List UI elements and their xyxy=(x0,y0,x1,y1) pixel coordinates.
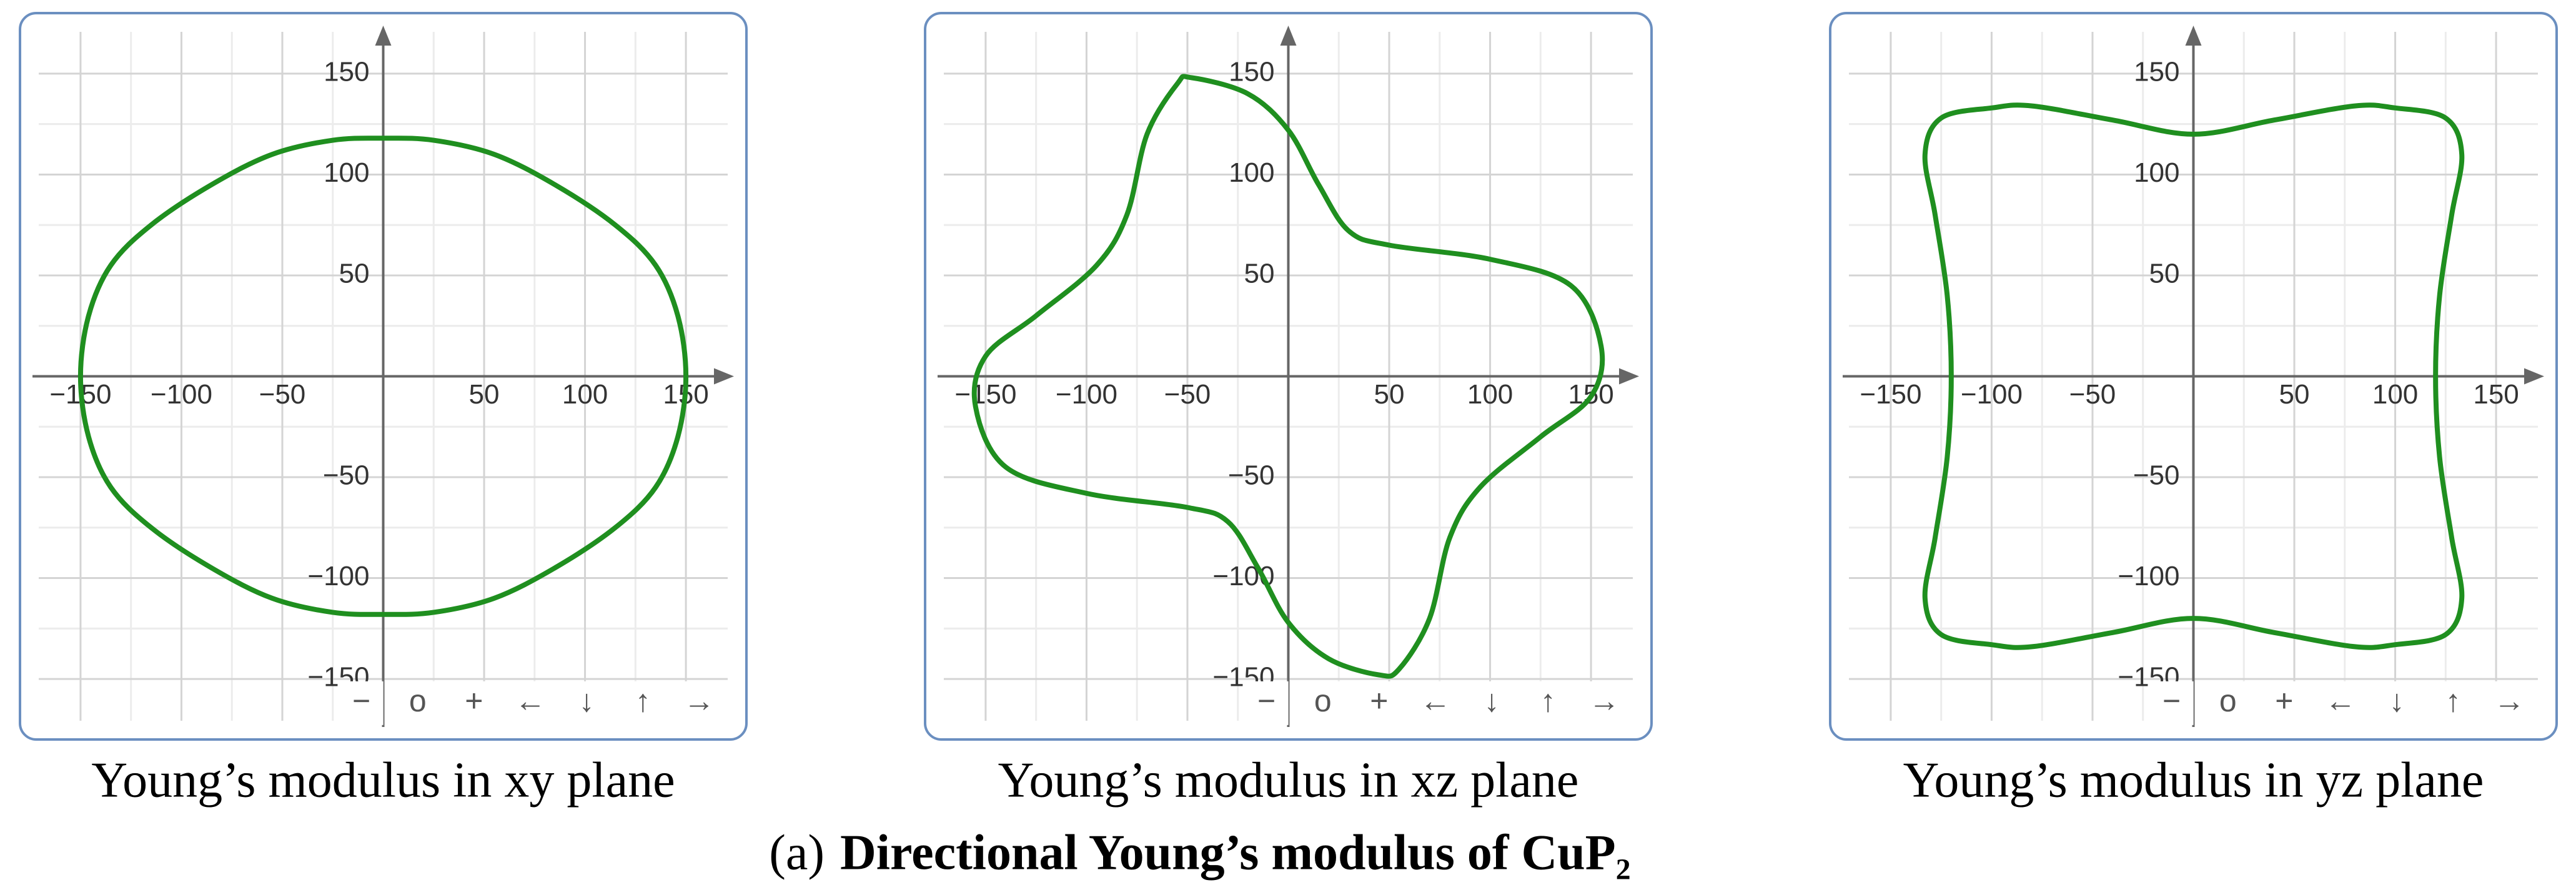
y-tick-label: 100 xyxy=(1229,157,1274,188)
toolbar-button-bg xyxy=(339,681,384,725)
toolbar-button-bg xyxy=(677,681,721,725)
toolbar-button-bg xyxy=(452,681,496,725)
x-axis-arrow xyxy=(714,368,734,385)
curve xyxy=(971,74,1605,679)
curve xyxy=(1922,102,2465,650)
toolbar-button-bg xyxy=(2487,681,2532,725)
toolbar-button[interactable]: + xyxy=(2275,683,2293,718)
toolbar-button-bg xyxy=(621,681,665,725)
y-tick-label: 100 xyxy=(2134,157,2179,188)
toolbar-button-bg xyxy=(1582,681,1627,725)
toolbar-button-bg xyxy=(1300,681,1345,725)
toolbar-button[interactable]: ← xyxy=(515,683,546,718)
y-tick-label: −100 xyxy=(2118,561,2179,591)
toolbar-button[interactable]: ↓ xyxy=(2389,683,2405,718)
curve xyxy=(77,136,689,617)
toolbar-button-bg xyxy=(508,681,553,725)
toolbar-button[interactable]: o xyxy=(409,683,427,718)
y-axis-arrow xyxy=(1280,26,1297,46)
x-tick-label: −100 xyxy=(1961,379,2023,410)
y-tick-label: 150 xyxy=(324,57,369,87)
toolbar-button-bg xyxy=(1414,681,1458,725)
toolbar-button-bg xyxy=(2206,681,2250,725)
y-axis-arrow xyxy=(375,26,392,46)
x-tick-label: 150 xyxy=(2473,379,2519,410)
x-tick-label: −100 xyxy=(1056,379,1117,410)
toolbar-button[interactable]: ← xyxy=(1420,683,1451,718)
toolbar-button[interactable]: − xyxy=(352,683,370,718)
toolbar-button[interactable]: + xyxy=(1370,683,1388,718)
toolbar-button[interactable]: → xyxy=(2494,683,2525,718)
y-tick-label: −50 xyxy=(323,460,370,491)
toolbar-button-bg xyxy=(395,681,440,725)
panel-caption: Young’s modulus in yz plane xyxy=(1903,753,2484,808)
toolbar-button[interactable]: ↑ xyxy=(1540,683,1556,718)
toolbar-button[interactable]: o xyxy=(1314,683,1332,718)
x-tick-label: −150 xyxy=(954,379,1016,410)
y-tick-label: 50 xyxy=(2149,259,2180,289)
toolbar-button-bg xyxy=(2319,681,2363,725)
toolbar-button-bg xyxy=(2149,681,2194,725)
toolbar-button[interactable]: o xyxy=(2219,683,2237,718)
y-tick-label: 150 xyxy=(2134,57,2179,87)
x-tick-label: −50 xyxy=(259,379,306,410)
toolbar-button-bg xyxy=(1244,681,1289,725)
panel-caption: Young’s modulus in xz plane xyxy=(998,753,1579,808)
y-tick-label: −50 xyxy=(2133,460,2180,491)
toolbar-button[interactable]: → xyxy=(1588,683,1620,718)
toolbar-button[interactable]: − xyxy=(2162,683,2181,718)
toolbar-button[interactable]: + xyxy=(465,683,483,718)
x-tick-label: 50 xyxy=(469,379,500,410)
y-tick-label: 50 xyxy=(339,259,370,289)
toolbar-button-bg xyxy=(2262,681,2306,725)
y-tick-label: −50 xyxy=(1228,460,1275,491)
panel-caption: Young’s modulus in xy plane xyxy=(91,753,675,808)
figure-label: (a) xyxy=(769,825,825,880)
figure-title: Directional Young’s modulus of CuP₂ xyxy=(840,825,1631,880)
toolbar-button[interactable]: → xyxy=(683,683,715,718)
y-axis-arrow xyxy=(2185,26,2202,46)
x-axis-arrow xyxy=(2524,368,2544,385)
y-tick-label: 150 xyxy=(1229,57,1274,87)
toolbar-button[interactable]: ↓ xyxy=(579,683,595,718)
x-tick-label: −50 xyxy=(2069,379,2116,410)
toolbar-button-bg xyxy=(1470,681,1514,725)
x-tick-label: 100 xyxy=(562,379,608,410)
y-tick-label: 100 xyxy=(324,157,369,188)
y-tick-label: −100 xyxy=(307,561,369,591)
x-axis-arrow xyxy=(1619,368,1639,385)
toolbar-button-bg xyxy=(1357,681,1401,725)
toolbar-button[interactable]: ↓ xyxy=(1484,683,1500,718)
toolbar-button-bg xyxy=(2375,681,2419,725)
x-tick-label: 50 xyxy=(1374,379,1405,410)
toolbar-button-bg xyxy=(2431,681,2475,725)
toolbar-button[interactable]: ↑ xyxy=(635,683,651,718)
x-tick-label: 100 xyxy=(2372,379,2418,410)
x-tick-label: 100 xyxy=(1467,379,1513,410)
y-tick-label: 50 xyxy=(1244,259,1275,289)
x-tick-label: 50 xyxy=(2279,379,2310,410)
toolbar-button[interactable]: ← xyxy=(2325,683,2356,718)
x-tick-label: −150 xyxy=(1860,379,1921,410)
toolbar-button[interactable]: ↑ xyxy=(2445,683,2461,718)
toolbar-button[interactable]: − xyxy=(1257,683,1276,718)
x-tick-label: −50 xyxy=(1164,379,1211,410)
x-tick-label: −100 xyxy=(151,379,212,410)
toolbar-button-bg xyxy=(565,681,609,725)
toolbar-button-bg xyxy=(1526,681,1570,725)
